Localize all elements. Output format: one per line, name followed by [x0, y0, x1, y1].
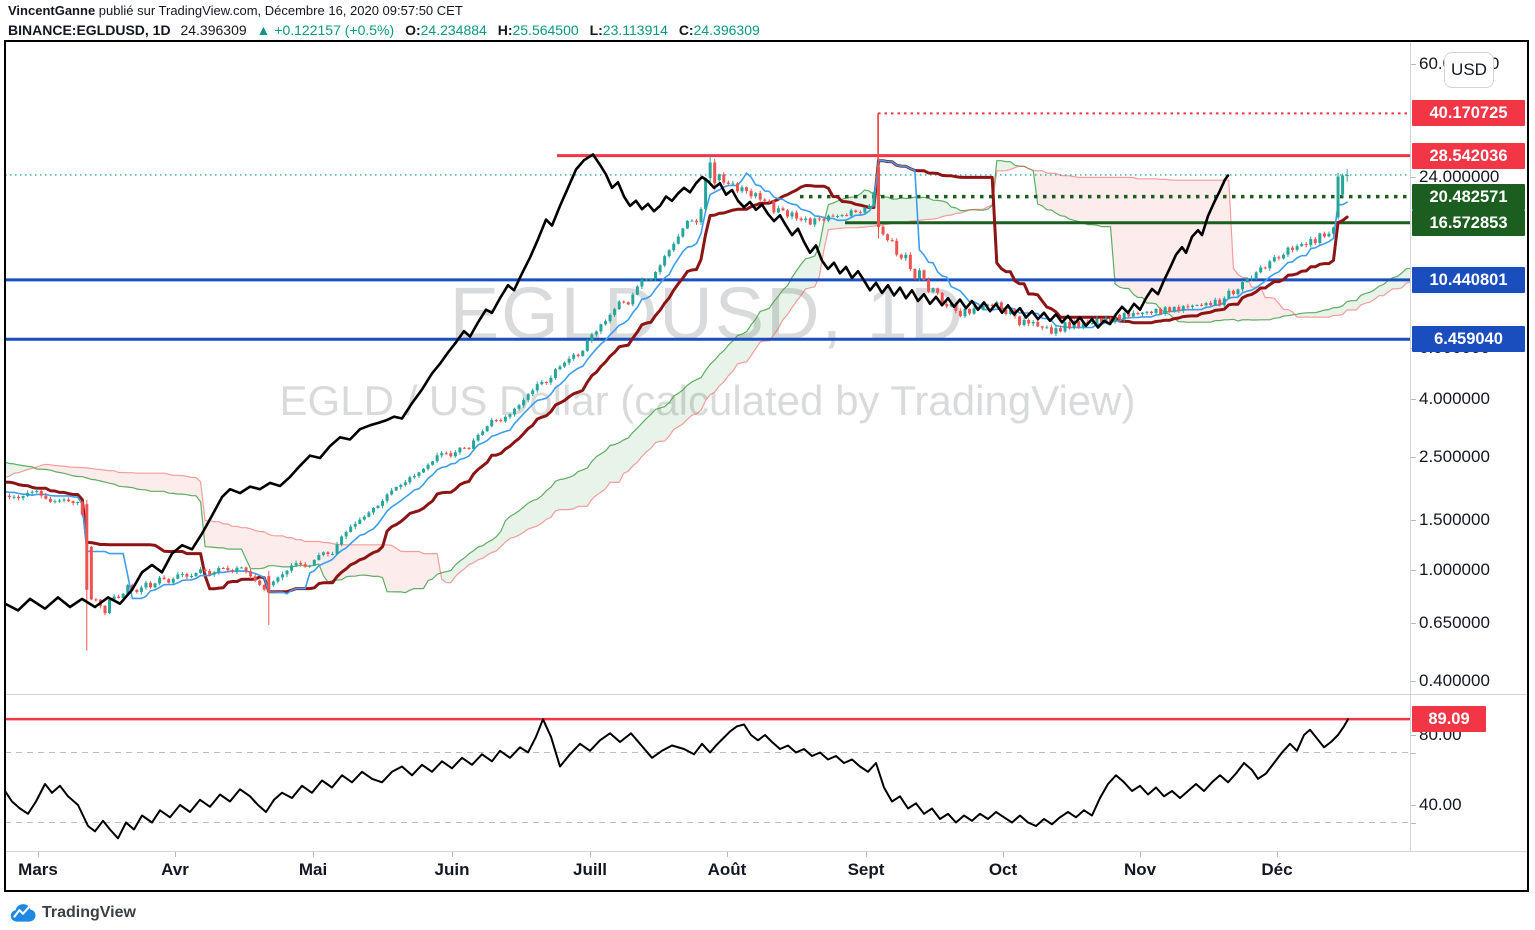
price-tick-mark	[1411, 457, 1416, 458]
month-tick-mark	[1277, 852, 1278, 857]
price-level-badge: 6.459040	[1412, 326, 1525, 353]
tradingview-logo-text[interactable]: TradingView	[42, 904, 136, 921]
price-tick-label: 0.650000	[1419, 613, 1490, 632]
footer: TradingView	[10, 899, 136, 927]
header: VincentGanne publié sur TradingView.com,…	[8, 2, 1408, 39]
month-tick-mark	[38, 852, 39, 857]
close-label: C:	[678, 22, 694, 38]
price-level-badge: 16.572853	[1412, 209, 1525, 236]
price-tick-label: 0.400000	[1419, 671, 1490, 690]
chart-canvas[interactable]	[5, 42, 1410, 852]
frame-border-bottom	[4, 890, 1529, 892]
price-tick-mark	[1411, 520, 1416, 521]
price-tick-label: 24.000000	[1419, 167, 1500, 186]
frame-border-top	[4, 40, 1529, 42]
price-level-badge: 89.09	[1412, 706, 1486, 733]
price-tick-mark	[1411, 399, 1416, 400]
low-label: L:	[589, 22, 603, 38]
open-value: 24.234884	[420, 22, 487, 38]
month-tick-mark	[727, 852, 728, 857]
price-tick-mark	[1411, 752, 1416, 754]
price-tick-mark	[1411, 64, 1416, 65]
price-change: ▲ +0.122157 (+0.5%)	[256, 22, 395, 38]
price-axis[interactable]: USD 60.00000024.0000006.0000004.0000002.…	[1410, 42, 1529, 852]
month-label-sept: Sept	[847, 860, 885, 879]
horizontal-levels	[5, 112, 1410, 341]
candles	[5, 113, 1349, 651]
frame-border-right	[1527, 40, 1529, 892]
month-label-mai: Mai	[298, 860, 328, 879]
price-level-badge: 40.170725	[1412, 100, 1525, 127]
month-tick-mark	[590, 852, 591, 857]
currency-toggle-button[interactable]: USD	[1444, 52, 1494, 88]
price-tick-mark	[1411, 805, 1416, 806]
symbol-line: BINANCE:EGLDUSD, 1D 24.396309 ▲ +0.12215…	[8, 21, 1408, 39]
month-tick-mark	[175, 852, 176, 857]
price-tick-mark	[1411, 177, 1416, 178]
price-tick-label: 2.500000	[1419, 447, 1490, 466]
symbol-label: BINANCE:EGLDUSD, 1D	[8, 22, 171, 38]
close-value: 24.396309	[693, 22, 760, 38]
month-label-oct: Oct	[988, 860, 1018, 879]
byline-text: publié sur TradingView.com, Décembre 16,…	[95, 3, 463, 18]
month-tick-mark	[866, 852, 867, 857]
price-tick-label: 1.000000	[1419, 560, 1490, 579]
rsi-pane	[5, 717, 1410, 840]
pane-separator[interactable]	[5, 694, 1527, 695]
price-tick-label: 40.00	[1419, 795, 1462, 814]
month-label-juill: Juill	[572, 860, 608, 879]
time-axis[interactable]: Mars Avr Mai Juin Juill Août Sept Oct Nov Déc	[5, 852, 1410, 891]
price-tick-mark	[1411, 570, 1416, 571]
month-label-déc: Déc	[1261, 860, 1293, 879]
month-label-juin: Juin	[434, 860, 470, 879]
month-label-nov: Nov	[1123, 860, 1157, 879]
month-label-août: Août	[707, 860, 747, 879]
month-tick-mark	[1003, 852, 1004, 857]
price-tick-mark	[1411, 681, 1416, 682]
price-tick-label: 1.500000	[1419, 510, 1490, 529]
last-price: 24.396309	[180, 22, 247, 38]
lagging-span-line	[5, 153, 1230, 612]
price-level-badge: 10.440801	[1412, 266, 1525, 293]
month-tick-mark	[1140, 852, 1141, 857]
price-tick-mark	[1411, 822, 1416, 824]
high-value: 25.564500	[512, 22, 579, 38]
month-label-avr: Avr	[161, 860, 189, 879]
byline: VincentGanne publié sur TradingView.com,…	[8, 2, 1408, 20]
high-label: H:	[497, 22, 513, 38]
tradingview-logo-icon[interactable]	[10, 903, 36, 923]
author-name: VincentGanne	[8, 3, 96, 18]
price-level-badge: 20.482571	[1412, 183, 1525, 210]
frame-border-left	[4, 40, 6, 892]
price-tick-label: 4.000000	[1419, 389, 1490, 408]
open-label: O:	[405, 22, 421, 38]
price-level-badge: 28.542036	[1412, 142, 1525, 169]
month-label-mars: Mars	[18, 860, 58, 879]
month-tick-mark	[452, 852, 453, 857]
price-tick-mark	[1411, 623, 1416, 624]
ichimoku-cloud	[5, 160, 1410, 594]
month-tick-mark	[313, 852, 314, 857]
price-tick-mark	[1411, 735, 1416, 736]
low-value: 23.113914	[602, 22, 668, 38]
time-axis-separator	[5, 851, 1527, 852]
